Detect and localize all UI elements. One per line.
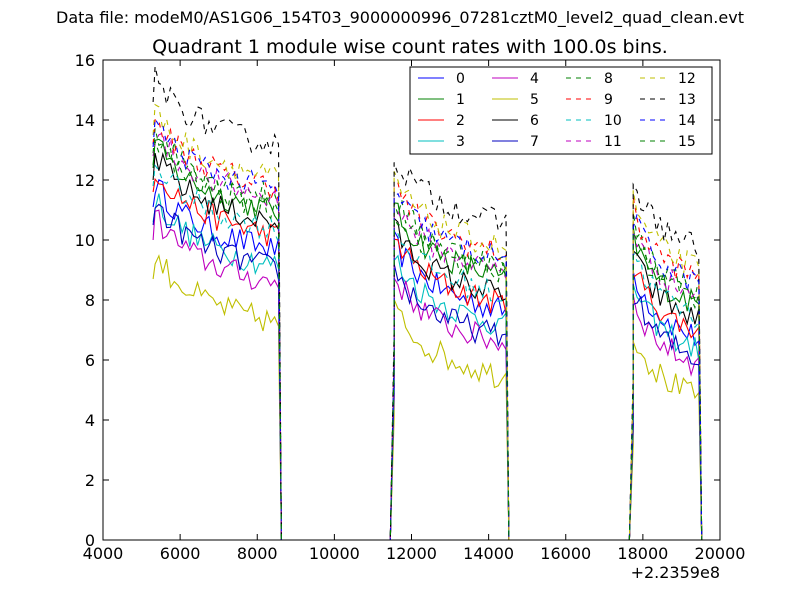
x-offset-label: +2.2359e8: [631, 563, 720, 582]
legend-label-4: 4: [530, 71, 539, 87]
legend-label-3: 3: [456, 134, 465, 150]
series-line-15: [152, 141, 703, 541]
series-line-6: [152, 152, 703, 541]
legend-label-1: 1: [456, 92, 465, 108]
y-tick-label: 14: [75, 111, 95, 130]
chart-suptitle: Data file: modeM0/AS1G06_154T03_90000009…: [56, 8, 744, 28]
y-tick-label: 4: [85, 411, 95, 430]
x-tick-label: 18000: [617, 544, 668, 563]
series-line-2: [152, 177, 703, 541]
x-tick-label: 20000: [695, 544, 746, 563]
y-tick-label: 10: [75, 231, 95, 250]
x-tick-label: 8000: [237, 544, 278, 563]
legend-label-11: 11: [604, 134, 622, 150]
x-tick-label: 16000: [540, 544, 591, 563]
series-line-12: [152, 103, 703, 541]
legend-label-7: 7: [530, 134, 539, 150]
x-tick-label: 14000: [463, 544, 514, 563]
legend-frame: [409, 66, 713, 155]
y-tick-label: 2: [85, 471, 95, 490]
legend-label-6: 6: [530, 113, 539, 129]
plot-lines: [152, 66, 703, 541]
series-line-1: [152, 138, 703, 541]
legend-label-5: 5: [530, 92, 539, 108]
x-tick-label: 4000: [83, 544, 124, 563]
legend-label-9: 9: [604, 92, 613, 108]
series-line-10: [152, 164, 703, 541]
legend-label-12: 12: [678, 71, 696, 87]
y-tick-label: 16: [75, 51, 95, 70]
series-line-4: [152, 209, 703, 541]
legend-label-10: 10: [604, 113, 622, 129]
series-line-5: [152, 254, 703, 541]
axis-ticks: 4000 6000 8000 10000 12000 14000 16000 18000 200…: [75, 51, 746, 563]
legend-label-14: 14: [678, 113, 696, 129]
x-tick-label: 12000: [386, 544, 437, 563]
legend-label-2: 2: [456, 113, 465, 129]
legend-label-13: 13: [678, 92, 696, 108]
series-line-13: [152, 66, 703, 541]
series-line-3: [152, 193, 703, 541]
legend-label-15: 15: [678, 134, 696, 150]
series-line-11: [152, 132, 703, 541]
y-tick-label: 8: [85, 291, 95, 310]
series-line-0: [152, 178, 703, 541]
series-line-7: [152, 203, 703, 541]
y-tick-label: 12: [75, 171, 95, 190]
x-tick-label: 10000: [309, 544, 360, 563]
series-line-8: [152, 128, 703, 541]
y-tick-label: 6: [85, 351, 95, 370]
legend-label-8: 8: [604, 71, 613, 87]
legend-label-0: 0: [456, 71, 465, 87]
chart-title: Quadrant 1 module wise count rates with …: [152, 36, 668, 58]
series-line-9: [152, 119, 703, 541]
series-line-14: [152, 117, 703, 541]
y-tick-label: 0: [85, 531, 95, 550]
x-tick-label: 6000: [160, 544, 201, 563]
